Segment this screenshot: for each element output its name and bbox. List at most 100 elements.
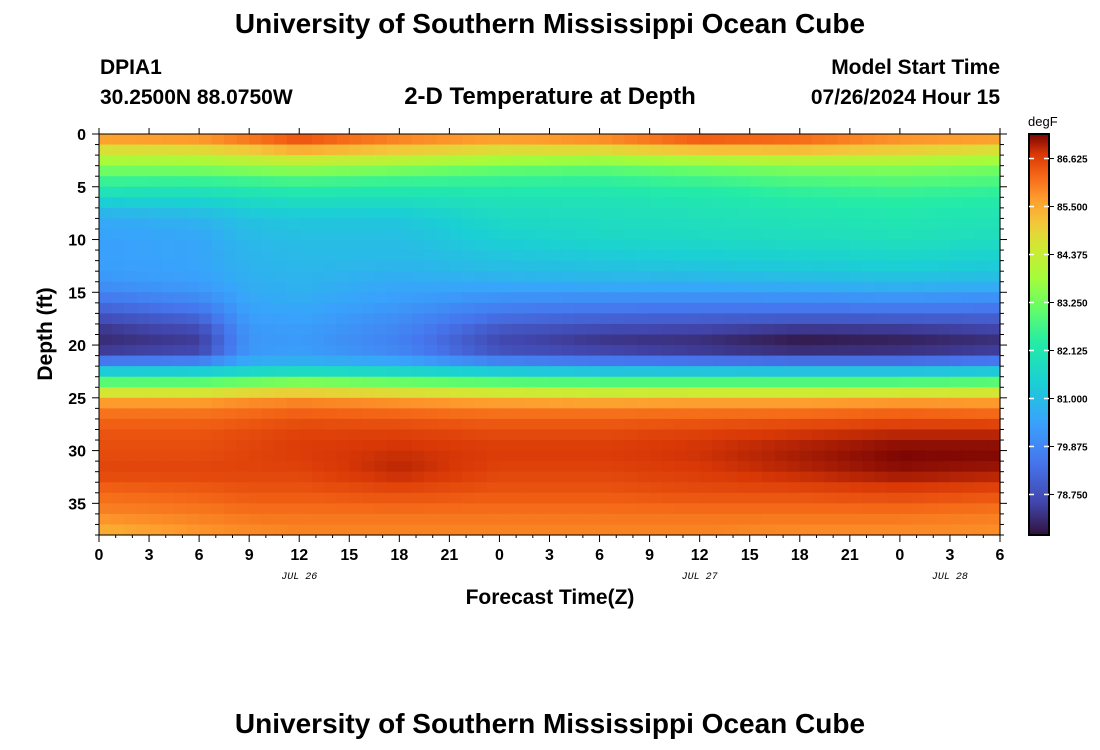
heatmap-cell <box>461 250 476 262</box>
heatmap-cell <box>699 471 713 483</box>
heatmap-cell <box>224 228 238 241</box>
heatmap-cell <box>912 418 926 431</box>
heatmap-cell <box>749 207 763 220</box>
heatmap-cell <box>937 408 951 420</box>
heatmap-cell <box>211 471 225 483</box>
station-coordinates: 30.2500N 88.0750W <box>100 86 293 109</box>
heatmap-cell <box>324 197 338 209</box>
heatmap-cell <box>724 155 738 167</box>
heatmap-cell <box>99 503 113 515</box>
heatmap-cell <box>361 292 375 304</box>
heatmap-cell <box>524 429 538 441</box>
heatmap-cell <box>712 186 726 198</box>
heatmap-cell <box>461 492 476 504</box>
heatmap-cell <box>912 271 926 283</box>
heatmap-cell <box>887 260 901 272</box>
heatmap-cell <box>987 482 1001 494</box>
heatmap-cell <box>987 197 1001 209</box>
heatmap-cell <box>99 345 113 357</box>
heatmap-cell <box>324 323 338 336</box>
heatmap-cell <box>211 524 225 536</box>
heatmap-cell <box>599 144 613 156</box>
heatmap-cell <box>787 281 801 293</box>
heatmap-cell <box>974 260 989 272</box>
heatmap-cell <box>974 366 989 378</box>
heatmap-cell <box>812 302 826 314</box>
heatmap-cell <box>824 513 838 526</box>
heatmap-cell <box>587 461 601 473</box>
heatmap-cell <box>649 418 663 431</box>
heatmap-cell <box>474 492 488 504</box>
heatmap-cell <box>211 134 225 146</box>
heatmap-cell <box>749 302 763 314</box>
heatmap-cell <box>749 345 763 357</box>
heatmap-cell <box>624 207 638 220</box>
heatmap-cell <box>111 503 125 515</box>
heatmap-cell <box>274 250 288 262</box>
heatmap-cell <box>224 482 238 494</box>
heatmap-cell <box>124 155 138 167</box>
heatmap-cell <box>249 429 263 441</box>
heatmap-cell <box>411 197 425 209</box>
heatmap-cell <box>687 408 701 420</box>
heatmap-cell <box>849 228 863 241</box>
heatmap-cell <box>399 461 413 473</box>
heatmap-cell <box>837 281 851 293</box>
heatmap-cell <box>837 155 851 167</box>
heatmap-cell <box>424 197 438 209</box>
heatmap-cell <box>286 482 300 494</box>
heatmap-cell <box>224 197 238 209</box>
heatmap-cell <box>161 450 175 462</box>
heatmap-cell <box>849 503 863 515</box>
heatmap-cell <box>361 176 375 188</box>
heatmap-cell <box>837 492 851 504</box>
heatmap-cell <box>211 366 225 378</box>
heatmap-cell <box>787 355 801 367</box>
heatmap-cell <box>399 144 413 156</box>
heatmap-cell <box>224 313 238 325</box>
heatmap-cell <box>211 355 225 367</box>
heatmap-cell <box>224 429 238 441</box>
heatmap-cell <box>862 408 876 420</box>
heatmap-cell <box>937 461 951 473</box>
heatmap-cell <box>812 482 826 494</box>
heatmap-cell <box>199 176 213 188</box>
heatmap-cell <box>324 387 338 399</box>
heatmap-cell <box>524 176 538 188</box>
heatmap-cell <box>849 355 863 367</box>
heatmap-cell <box>399 355 413 367</box>
heatmap-cell <box>862 281 876 293</box>
heatmap-cell <box>824 271 838 283</box>
heatmap-cell <box>799 513 813 526</box>
heatmap-cell <box>749 471 763 483</box>
heatmap-cell <box>174 197 188 209</box>
heatmap-cell <box>974 155 989 167</box>
heatmap-cell <box>912 186 926 198</box>
heatmap-cell <box>637 461 651 473</box>
heatmap-cell <box>837 429 851 441</box>
heatmap-cell <box>311 387 325 399</box>
heatmap-cell <box>674 239 688 251</box>
heatmap-cell <box>649 355 663 367</box>
heatmap-cell <box>399 165 413 177</box>
heatmap-cell <box>849 450 863 462</box>
heatmap-cell <box>599 250 613 262</box>
heatmap-cell <box>286 355 300 367</box>
heatmap-cell <box>111 429 125 441</box>
heatmap-cell <box>974 492 989 504</box>
heatmap-cell <box>724 165 738 177</box>
heatmap-cell <box>361 355 375 367</box>
heatmap-cell <box>474 355 488 367</box>
heatmap-cell <box>161 376 175 388</box>
heatmap-cell <box>774 440 788 452</box>
heatmap-cell <box>987 260 1001 272</box>
heatmap-cell <box>449 176 463 188</box>
heatmap-cell <box>99 408 113 420</box>
heatmap-cell <box>336 524 350 536</box>
heatmap-cell <box>499 503 513 515</box>
heatmap-cell <box>436 503 450 515</box>
heatmap-cell <box>424 492 438 504</box>
heatmap-cell <box>486 313 501 325</box>
heatmap-cell <box>536 450 551 462</box>
heatmap-cell <box>624 513 638 526</box>
